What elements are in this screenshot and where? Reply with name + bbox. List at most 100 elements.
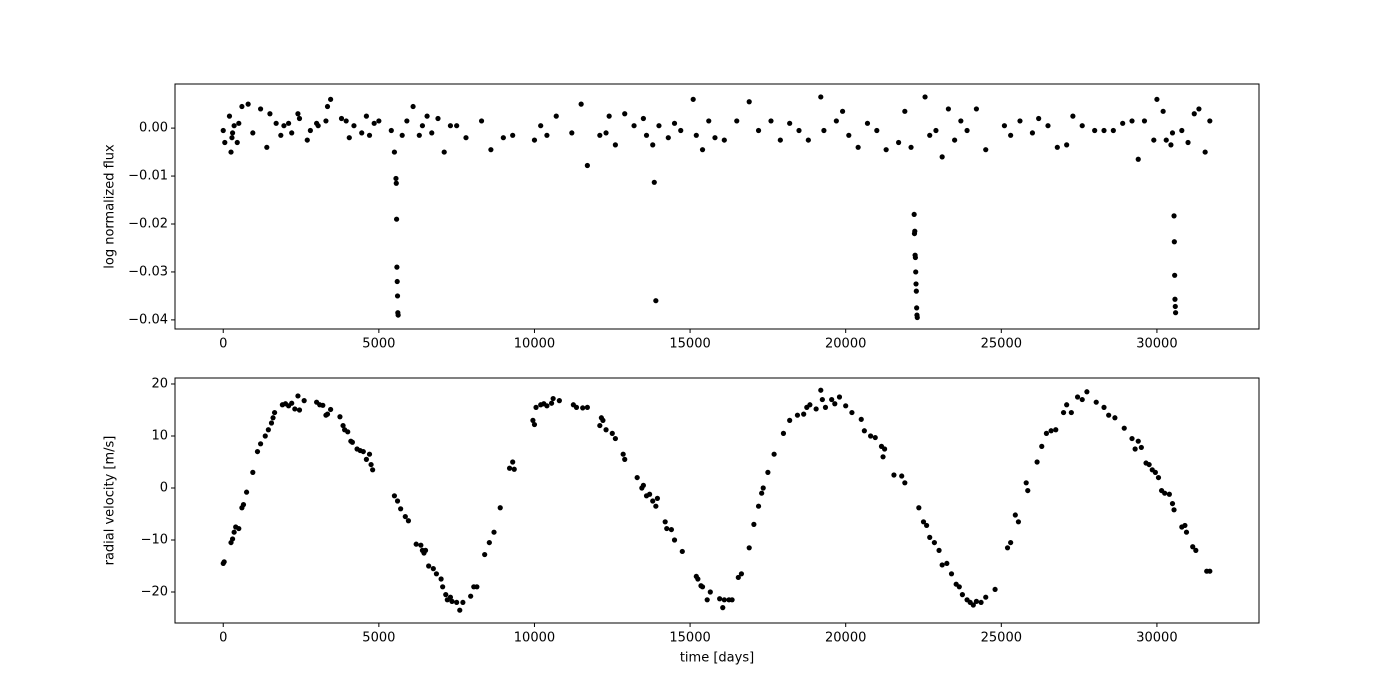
- y-tick-label: 10: [151, 428, 168, 443]
- point: [818, 94, 824, 100]
- point: [229, 130, 236, 136]
- point: [805, 137, 811, 143]
- point: [973, 106, 980, 112]
- point: [343, 118, 349, 124]
- point: [1155, 474, 1162, 481]
- point: [832, 401, 838, 407]
- point: [671, 120, 678, 126]
- point: [839, 108, 846, 114]
- point: [622, 456, 628, 462]
- point: [612, 142, 618, 148]
- point: [780, 430, 787, 436]
- point: [229, 135, 235, 141]
- point: [1064, 142, 1070, 148]
- point: [370, 467, 376, 473]
- point: [324, 103, 331, 110]
- point: [239, 103, 245, 110]
- point: [721, 137, 727, 143]
- point: [486, 539, 492, 546]
- point: [738, 571, 745, 577]
- point: [418, 542, 424, 548]
- point: [1008, 132, 1014, 138]
- point: [656, 123, 662, 129]
- point: [751, 521, 757, 527]
- x-axis-label: time [days]: [680, 651, 754, 666]
- point: [978, 599, 984, 606]
- point: [429, 130, 435, 136]
- point: [1154, 96, 1160, 102]
- point: [819, 396, 825, 403]
- point: [424, 113, 430, 119]
- point: [822, 404, 829, 410]
- point: [992, 586, 998, 593]
- point: [366, 132, 373, 138]
- point: [584, 404, 590, 410]
- point: [843, 403, 849, 409]
- point: [1129, 118, 1135, 124]
- point: [1207, 118, 1213, 124]
- point: [1008, 539, 1014, 546]
- point: [250, 130, 256, 136]
- point: [671, 537, 678, 543]
- point: [945, 106, 951, 112]
- point: [821, 127, 827, 134]
- point: [690, 96, 696, 102]
- point: [580, 405, 586, 411]
- point: [257, 441, 264, 447]
- point: [746, 99, 752, 105]
- point: [1135, 438, 1141, 444]
- point: [931, 539, 937, 546]
- point: [510, 132, 516, 138]
- point: [1171, 239, 1177, 245]
- point: [328, 406, 334, 413]
- point: [1179, 127, 1185, 134]
- point: [569, 130, 575, 136]
- point: [538, 123, 544, 129]
- point: [1015, 519, 1022, 525]
- point: [351, 123, 357, 129]
- point: [454, 599, 460, 606]
- y-tick-label: −20: [141, 585, 168, 600]
- x-tick-label: 30000: [1136, 337, 1177, 352]
- point: [706, 118, 712, 124]
- point: [801, 411, 807, 417]
- point: [530, 417, 536, 423]
- point: [944, 560, 950, 567]
- point: [891, 472, 897, 478]
- point: [578, 101, 584, 107]
- point: [404, 118, 410, 124]
- point: [250, 469, 256, 475]
- point: [281, 123, 287, 129]
- point: [1048, 428, 1054, 434]
- point: [1172, 310, 1179, 316]
- point: [1053, 427, 1059, 433]
- point: [1171, 507, 1177, 513]
- point: [391, 149, 398, 155]
- point: [643, 132, 650, 138]
- y-tick-label: −10: [141, 532, 168, 547]
- point: [1135, 156, 1141, 162]
- point: [449, 598, 455, 604]
- point: [236, 525, 242, 532]
- point: [983, 594, 989, 600]
- point: [226, 113, 233, 119]
- y-axis-label: log normalized flux: [103, 144, 118, 269]
- point: [777, 137, 783, 143]
- point: [402, 513, 408, 520]
- point: [699, 584, 706, 590]
- point: [295, 111, 301, 117]
- point: [846, 132, 852, 138]
- point: [544, 403, 550, 409]
- point: [366, 451, 373, 457]
- point: [1029, 130, 1036, 136]
- point: [849, 409, 855, 416]
- point: [916, 505, 922, 511]
- point: [320, 402, 326, 408]
- point: [391, 493, 398, 499]
- point: [650, 142, 656, 148]
- point: [394, 278, 400, 285]
- point: [474, 584, 480, 590]
- point: [1191, 111, 1197, 117]
- point: [922, 94, 928, 100]
- point: [924, 522, 930, 529]
